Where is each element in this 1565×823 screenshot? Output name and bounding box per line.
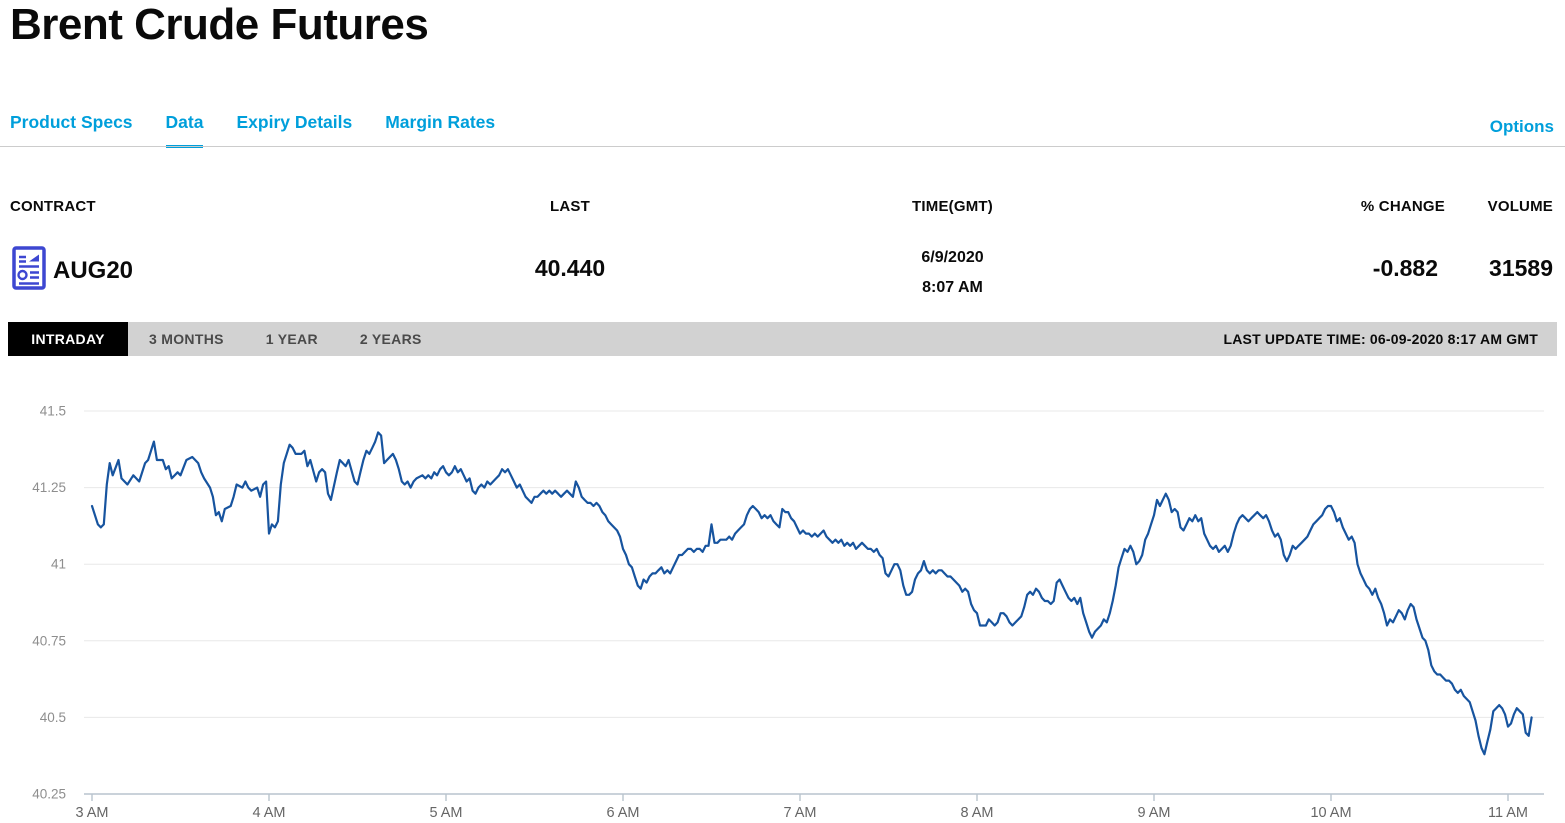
y-axis-tick-label: 40.5 (40, 710, 66, 725)
y-axis-tick-label: 41.5 (40, 404, 66, 419)
time-gmt-value: 6/9/2020 8:07 AM (880, 243, 1025, 302)
column-header-time-gmt: TIME(GMT) (912, 198, 993, 215)
trade-time: 8:07 AM (922, 278, 983, 296)
column-header-pct-change: % CHANGE (1360, 198, 1445, 215)
x-axis-tick-label: 4 AM (252, 805, 285, 821)
last-price-value: 40.440 (534, 255, 606, 281)
intraday-price-chart: 41.5 41.25 41 40.75 40.5 40.25 3 AM 4 AM 5 AM 6 A… (32, 404, 1544, 821)
page-title: Brent Crude Futures (10, 0, 429, 49)
y-axis-tick-label: 40.75 (32, 633, 66, 648)
x-axis-tick-label: 11 AM (1488, 805, 1528, 821)
tab-divider (0, 146, 1565, 147)
tab-product-specs[interactable]: Product Specs (10, 112, 133, 132)
x-axis-tick-label: 7 AM (783, 805, 816, 821)
column-header-contract: CONTRACT (10, 198, 96, 215)
x-axis-tick-label: 3 AM (75, 805, 108, 821)
pct-change-value: -0.882 (1372, 255, 1438, 281)
options-link[interactable]: Options (1489, 117, 1554, 136)
report-document-icon[interactable] (12, 246, 46, 295)
x-axis-tick-label: 9 AM (1137, 805, 1170, 821)
range-button-intraday[interactable]: INTRADAY (8, 322, 128, 356)
volume-value: 31589 (1489, 255, 1553, 281)
price-line-series (90, 431, 1533, 756)
x-axis-tick-label: 5 AM (429, 805, 462, 821)
column-header-volume: VOLUME (1487, 198, 1553, 215)
trade-date: 6/9/2020 (921, 249, 984, 266)
range-button-1-year[interactable]: 1 YEAR (265, 331, 318, 347)
tab-bar: Product Specs Data Expiry Details Margin… (10, 112, 495, 148)
contract-row[interactable]: AUG20 (12, 246, 133, 295)
y-axis-tick-label: 41 (51, 557, 66, 572)
last-update-time-label: LAST UPDATE TIME: 06-09-2020 8:17 AM GMT (1223, 331, 1538, 347)
tab-margin-rates[interactable]: Margin Rates (385, 112, 496, 132)
column-header-last: LAST (550, 198, 590, 215)
range-button-2-years[interactable]: 2 YEARS (359, 331, 422, 347)
x-axis-tick-label: 10 AM (1310, 805, 1351, 821)
range-button-3-months[interactable]: 3 MONTHS (149, 331, 224, 347)
tab-data[interactable]: Data (165, 112, 204, 148)
chart-range-bar: INTRADAY 3 MONTHS 1 YEAR 2 YEARS LAST UP… (8, 322, 1557, 356)
y-axis-tick-label: 41.25 (32, 480, 66, 495)
tab-expiry-details[interactable]: Expiry Details (236, 112, 353, 132)
x-axis-tick-label: 6 AM (606, 805, 639, 821)
contract-name: AUG20 (53, 256, 134, 284)
x-axis-tick-label: 8 AM (960, 805, 993, 821)
y-axis-tick-label: 40.25 (32, 787, 66, 802)
